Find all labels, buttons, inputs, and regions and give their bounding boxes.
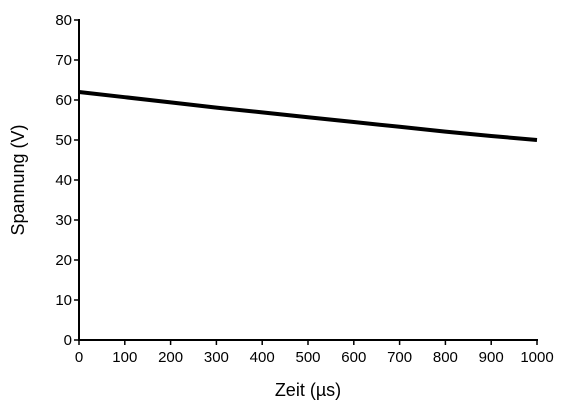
x-tick-label: 600 xyxy=(341,349,366,366)
plot-area: 0 10 20 30 40 50 60 70 80 0 100 200 300 400 500 600 700… xyxy=(55,12,553,366)
x-tick-label: 1000 xyxy=(520,349,553,366)
series-line xyxy=(78,90,538,142)
x-tick-label: 300 xyxy=(204,349,229,366)
x-tick-label: 200 xyxy=(158,349,183,366)
y-axis-title: Spannung (V) xyxy=(8,124,28,235)
y-axis-ticks: 0 10 20 30 40 50 60 70 80 xyxy=(55,12,79,349)
series-layer xyxy=(78,90,538,142)
y-tick-label: 50 xyxy=(55,132,72,149)
x-tick-label: 700 xyxy=(387,349,412,366)
x-tick-label: 400 xyxy=(250,349,275,366)
x-tick-label: 100 xyxy=(112,349,137,366)
y-tick-label: 10 xyxy=(55,292,72,309)
y-tick-label: 20 xyxy=(55,252,72,269)
y-tick-label: 60 xyxy=(55,92,72,109)
x-tick-label: 0 xyxy=(75,349,83,366)
y-tick-label: 80 xyxy=(55,12,72,29)
x-axis-title: Zeit (µs) xyxy=(275,380,341,400)
y-tick-label: 0 xyxy=(64,332,72,349)
x-tick-label: 800 xyxy=(433,349,458,366)
x-tick-label: 900 xyxy=(479,349,504,366)
y-tick-label: 30 xyxy=(55,212,72,229)
x-axis-ticks: 0 100 200 300 400 500 600 700 800 900 1000 xyxy=(75,340,554,366)
y-tick-label: 40 xyxy=(55,172,72,189)
y-tick-label: 70 xyxy=(55,52,72,69)
x-tick-label: 500 xyxy=(295,349,320,366)
